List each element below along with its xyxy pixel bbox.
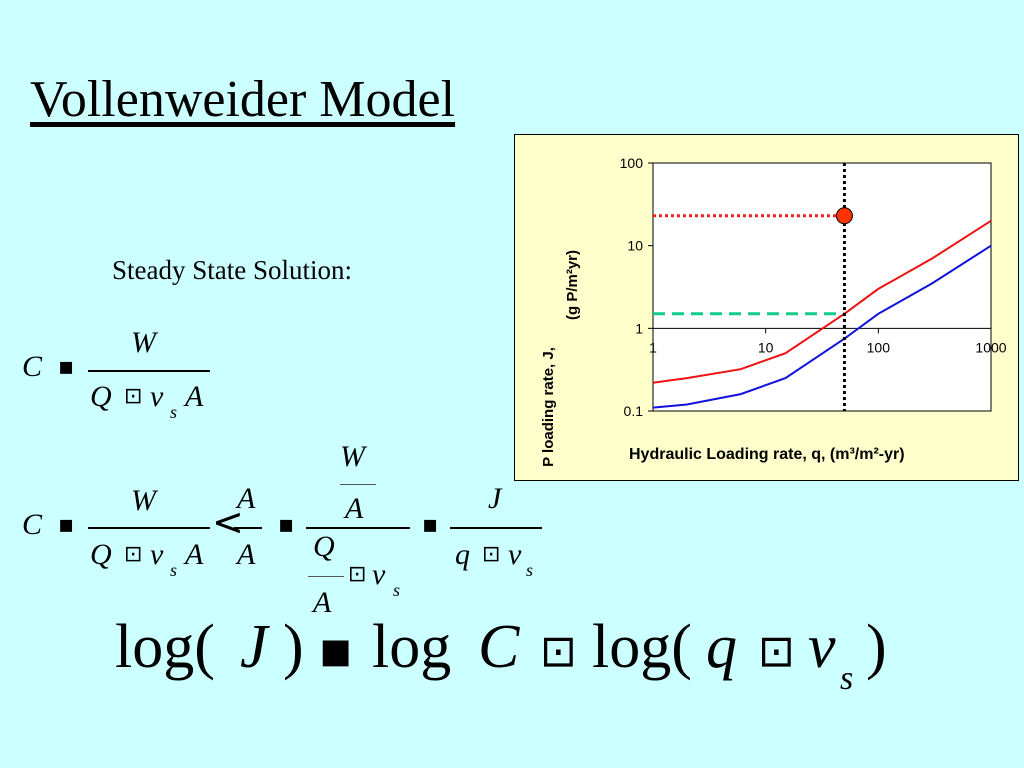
eq2-f1-den-a: A [185, 538, 204, 571]
eq2-f3-numerator: J [488, 482, 502, 515]
eq2-f3-den-v: v [508, 538, 522, 571]
eq2-f2-bar [306, 527, 410, 529]
eq3-close-2: ) [866, 613, 887, 681]
eq1-den-v: v [150, 380, 164, 413]
x-axis-label: Hydraulic Loading rate, q, (m³/m²-yr) [629, 446, 905, 463]
eq1-fraction-bar [88, 370, 210, 372]
eq1-den-q: Q [90, 380, 112, 413]
eq1-lhs: C [22, 350, 43, 383]
eq2-f1-numerator: W [131, 484, 156, 517]
eq2-f2-den-sub: s [393, 580, 401, 600]
eq3-sub-s: s [840, 660, 854, 697]
eq3-c: C [478, 613, 520, 681]
eq3-v: v [808, 613, 836, 681]
eq2-times-glyph: < [212, 500, 244, 544]
eq3-j: J [240, 613, 268, 681]
eq2-equals-glyph-2: ▪ [278, 510, 295, 538]
eq2-f1-bar [88, 527, 210, 529]
eq1-den-a: A [185, 380, 204, 413]
eq2-f3-bar [450, 527, 542, 529]
eq3-minus-glyph: ⊡ [540, 626, 577, 677]
series-line-blue [652, 244, 992, 409]
eq2-f2-den-top: Q [313, 530, 335, 563]
highlight-marker [835, 207, 853, 225]
eq2-f3-den-q: q [455, 538, 470, 571]
eq2-f2-den-v: v [372, 558, 386, 591]
eq2-f1-den-sub: s [170, 560, 178, 580]
eq2-f2-num-top: W [340, 440, 365, 473]
eq3-close-1: ) [283, 613, 304, 681]
eq1-equals-glyph: ▪ [58, 352, 75, 380]
eq2-mult-bar [234, 527, 262, 529]
eq2-f2-plus-glyph: ⊡ [348, 562, 367, 587]
eq2-equals-glyph-3: ▪ [422, 510, 439, 538]
eq1-den-sub: s [170, 402, 178, 422]
eq2-f2-den-bot: A [313, 586, 332, 619]
x-tick-label: 10 [758, 339, 774, 355]
eq3-log-open-1: log( [115, 613, 215, 681]
eq2-f2-num-bar [340, 484, 376, 485]
y-tick-label: 100 [620, 155, 644, 171]
chart-svg: 0.1 1 10 100 1 10 100 1000 P loading rate, J, (… [540, 155, 1007, 467]
y-axis-label-line-2: (g P/m²yr) [564, 250, 581, 320]
slide-title: Vollenweider Model [30, 71, 456, 128]
eq2-f2-num-bot: A [345, 492, 364, 525]
y-tick-label: 10 [627, 238, 643, 254]
eq3-equals-glyph: ▪ [318, 620, 354, 680]
eq2-lhs: C [22, 508, 43, 541]
eq3-log-open-3: log( [592, 613, 692, 681]
chart-panel: 0.1 1 10 100 1 10 100 1000 P loading rate, J, (… [514, 134, 1019, 481]
eq2-mult-den: A [237, 538, 256, 571]
x-tick-label: 1000 [975, 339, 1006, 355]
eq2-equals-glyph-1: ▪ [58, 510, 75, 538]
eq2-f2-den-bar [308, 576, 344, 577]
eq2-f1-plus-glyph: ⊡ [124, 542, 143, 567]
y-tick-label: 1 [635, 320, 643, 336]
y-tick-label: 0.1 [624, 403, 644, 419]
plot-area [652, 162, 992, 412]
eq2-f1-den-v: v [150, 538, 164, 571]
eq2-f1-den-q: Q [90, 538, 112, 571]
eq2-f3-den-sub: s [526, 560, 534, 580]
steady-state-label: Steady State Solution: [112, 255, 352, 285]
x-tick-label: 1 [649, 339, 657, 355]
eq2-mult-num: A [237, 482, 256, 515]
eq3-plus-glyph: ⊡ [758, 626, 795, 677]
y-axis-label-line-1: P loading rate, J, [540, 347, 557, 467]
eq2-f3-plus-glyph: ⊡ [482, 542, 501, 567]
eq3-log-2: log [372, 613, 452, 681]
eq1-plus-glyph: ⊡ [124, 384, 143, 409]
x-tick-label: 100 [867, 339, 891, 355]
eq3-q: q [706, 613, 737, 681]
eq1-numerator: W [131, 326, 156, 359]
series-line-red [652, 219, 992, 384]
